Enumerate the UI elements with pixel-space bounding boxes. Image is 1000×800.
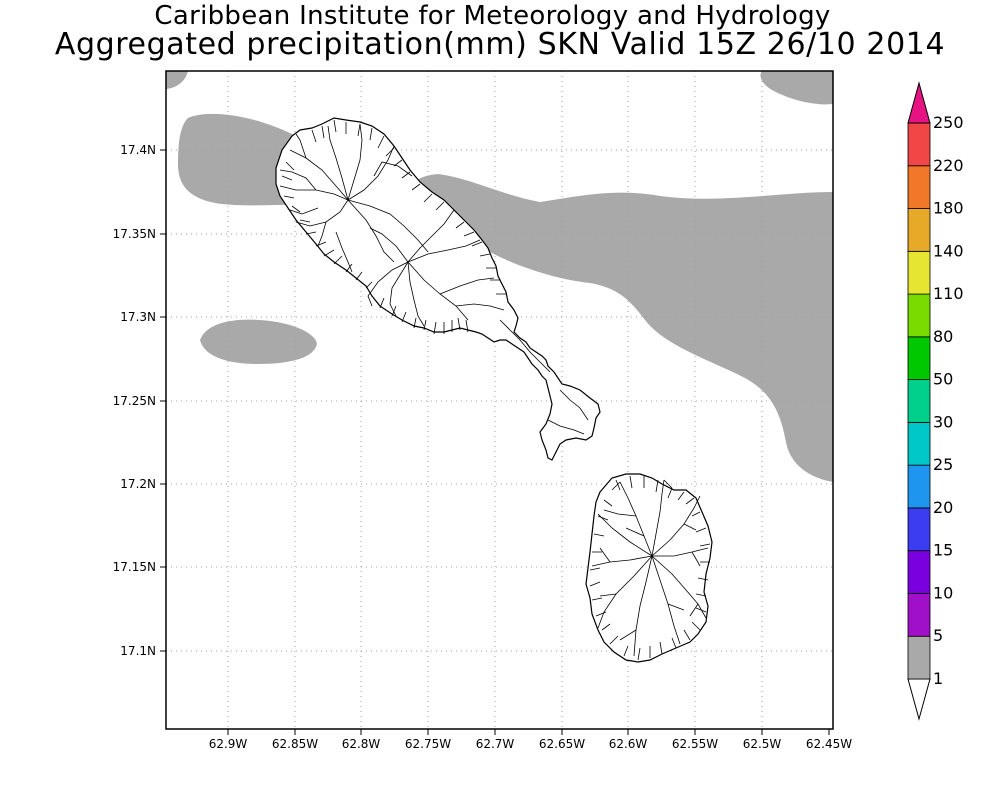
colorbar-label: 25 bbox=[933, 455, 953, 474]
colorbar-swatch bbox=[907, 379, 931, 423]
colorbar-label: 110 bbox=[933, 284, 964, 303]
x-tick-label: 62.45W bbox=[806, 737, 852, 751]
colorbar-label: 20 bbox=[933, 498, 953, 517]
st-kitts-drainage bbox=[279, 119, 589, 435]
y-axis-labels: 17.4N 17.35N 17.3N 17.25N 17.2N 17.15N 1… bbox=[113, 143, 156, 658]
nevis-drainage bbox=[589, 475, 711, 661]
title-line1: Caribbean Institute for Meteorology and … bbox=[154, 1, 831, 31]
x-tick-label: 62.5W bbox=[743, 737, 782, 751]
y-tick-label: 17.35N bbox=[113, 227, 156, 241]
precip-shading bbox=[166, 71, 833, 483]
colorbar-label: 250 bbox=[933, 113, 964, 132]
colorbar-label: 10 bbox=[933, 583, 953, 602]
colorbar-swatch bbox=[907, 293, 931, 338]
colorbar-label: 5 bbox=[933, 626, 943, 645]
colorbar-swatch bbox=[907, 122, 931, 167]
colorbar-label: 220 bbox=[933, 156, 964, 175]
x-tick-label: 62.55W bbox=[672, 737, 718, 751]
x-tick-label: 62.75W bbox=[405, 737, 451, 751]
x-tick-label: 62.9W bbox=[209, 737, 248, 751]
plot-frame bbox=[165, 70, 834, 730]
colorbar-min-triangle bbox=[907, 678, 931, 721]
colorbar-label: 80 bbox=[933, 327, 953, 346]
colorbar-max-triangle bbox=[907, 81, 931, 124]
y-tick-label: 17.3N bbox=[120, 310, 156, 324]
island-nevis bbox=[585, 473, 713, 663]
y-tick-label: 17.1N bbox=[120, 644, 156, 658]
colorbar-label: 140 bbox=[933, 241, 964, 260]
colorbar-label: 180 bbox=[933, 199, 964, 218]
x-tick-label: 62.6W bbox=[609, 737, 648, 751]
st-kitts-outline bbox=[275, 117, 601, 461]
x-tick-label: 62.85W bbox=[272, 737, 318, 751]
colorbar-swatch bbox=[907, 165, 931, 209]
colorbar-swatch bbox=[907, 250, 931, 295]
colorbar-label: 15 bbox=[933, 541, 953, 560]
tick-marks bbox=[160, 149, 830, 735]
x-tick-label: 62.7W bbox=[476, 737, 515, 751]
title-line2: Aggregated precipitation(mm) SKN Valid 1… bbox=[54, 27, 946, 62]
colorbar-label: 30 bbox=[933, 412, 953, 431]
x-tick-label: 62.65W bbox=[539, 737, 585, 751]
x-tick-label: 62.8W bbox=[342, 737, 381, 751]
colorbar-swatch bbox=[907, 464, 931, 509]
precip-area-top-right bbox=[760, 71, 833, 105]
colorbar-swatch bbox=[907, 507, 931, 552]
colorbar-swatch bbox=[907, 635, 931, 680]
colorbar-swatch bbox=[907, 336, 931, 381]
precip-area-corner bbox=[166, 71, 188, 89]
island-st-kitts bbox=[275, 117, 601, 461]
gridlines bbox=[166, 71, 833, 729]
colorbar-label: 1 bbox=[933, 669, 943, 688]
y-tick-label: 17.2N bbox=[120, 477, 156, 491]
colorbar-swatch bbox=[907, 421, 931, 466]
precip-area-oval bbox=[200, 319, 317, 364]
y-tick-label: 17.15N bbox=[113, 560, 156, 574]
colorbar-swatch bbox=[907, 208, 931, 252]
colorbar-label: 50 bbox=[933, 370, 953, 389]
colorbar-swatch bbox=[907, 550, 931, 594]
y-tick-label: 17.4N bbox=[120, 143, 156, 157]
x-axis-labels: 62.9W 62.85W 62.8W 62.75W 62.7W 62.65W 6… bbox=[209, 737, 853, 751]
colorbar-swatch bbox=[907, 593, 931, 637]
y-tick-label: 17.25N bbox=[113, 394, 156, 408]
